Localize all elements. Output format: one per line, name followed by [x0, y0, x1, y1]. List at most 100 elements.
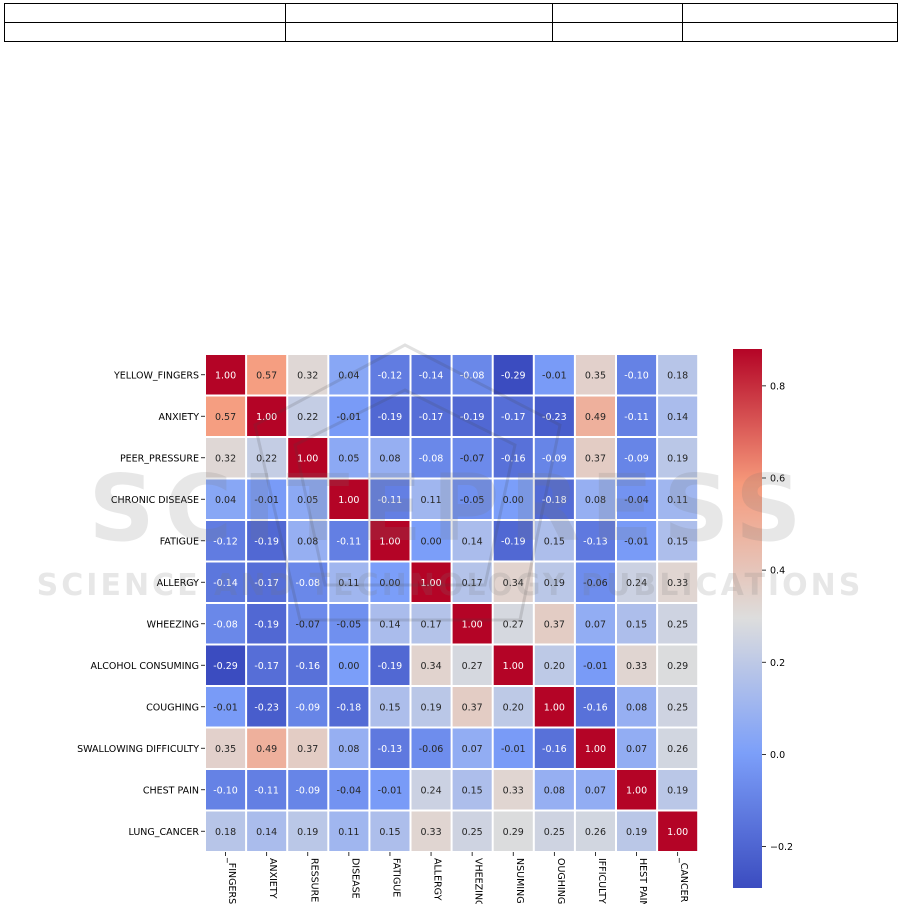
heatmap-cell: [370, 811, 410, 851]
heatmap-cell: [370, 355, 410, 395]
heatmap-cell: [288, 438, 328, 478]
heatmap-cell: [658, 562, 698, 602]
heatmap-cell: [493, 396, 533, 436]
cell-value-label: -0.04: [624, 495, 649, 506]
heatmap-cell: [206, 396, 246, 436]
heatmap-cell: [411, 728, 451, 768]
row-tick-label: LUNG_CANCER: [129, 827, 200, 838]
cell-value-label: -0.11: [254, 785, 279, 796]
cell-value-label: 0.04: [338, 370, 359, 381]
cell-value-label: 1.00: [297, 453, 318, 464]
cell-value-label: 0.19: [667, 785, 688, 796]
cell-value-label: 0.20: [544, 661, 565, 672]
cell-value-label: 1.00: [256, 412, 277, 423]
cell-value-label: 0.34: [503, 578, 524, 589]
heatmap-cell: [452, 811, 492, 851]
cell-value-label: 0.33: [667, 578, 688, 589]
heatmap-cell: [288, 562, 328, 602]
cell-value-label: -0.11: [378, 495, 403, 506]
heatmap-cell: [617, 396, 657, 436]
cell-value-label: 0.05: [297, 495, 318, 506]
cell-value-label: -0.17: [254, 578, 279, 589]
cell-value-label: 0.08: [297, 536, 318, 547]
heatmap-cell: [288, 521, 328, 561]
col-tick-label: FATIGUE: [390, 858, 401, 897]
cell-value-label: 0.00: [503, 495, 524, 506]
heatmap-cell: [329, 770, 369, 810]
cell-value-label: 0.07: [462, 744, 483, 755]
heatmap-cell: [411, 604, 451, 644]
cell-value-label: 0.49: [256, 744, 277, 755]
heatmap-labels: YELLOW_FINGERS ANXIETY PEER_PRESSURE CHRONI…: [77, 370, 689, 904]
cell-value-label: 0.24: [626, 578, 647, 589]
heatmap-cell: [658, 770, 698, 810]
heatmap-cell: [206, 645, 246, 685]
cell-value-label: 0.32: [215, 453, 236, 464]
heatmap-cell: [658, 479, 698, 519]
col-tick-label: NSUMING: [514, 858, 525, 904]
cell-value-label: -0.09: [295, 785, 320, 796]
heatmap-cell: [452, 728, 492, 768]
cell-value-label: 0.27: [503, 619, 524, 630]
col-tick-label: _CANCER: [678, 857, 689, 903]
heatmap-cell: [370, 770, 410, 810]
heatmap-cell: [411, 645, 451, 685]
heatmap-cell: [658, 438, 698, 478]
cell-value-label: 0.37: [585, 453, 606, 464]
cell-value-label: 0.22: [297, 412, 318, 423]
cell-value-label: -0.10: [213, 785, 238, 796]
heatmap-cell: [370, 396, 410, 436]
cell-value-label: 0.37: [297, 744, 318, 755]
heatmap-cell: [370, 604, 410, 644]
heatmap-cell: [658, 396, 698, 436]
cell-value-label: 0.18: [667, 370, 688, 381]
cell-value-label: 1.00: [585, 744, 606, 755]
heatmap-cell: [452, 479, 492, 519]
cell-value-label: -0.01: [213, 702, 238, 713]
cell-value-label: 0.19: [667, 453, 688, 464]
heatmap-cell: [452, 396, 492, 436]
cell-value-label: -0.14: [419, 370, 444, 381]
cell-value-label: 0.57: [215, 412, 236, 423]
col-tick-label: IFFICULTY: [596, 858, 607, 904]
cell-value-label: 0.15: [379, 827, 400, 838]
col-tick-label: ALLERGY: [432, 858, 443, 901]
heatmap-cell: [370, 562, 410, 602]
cell-value-label: 0.07: [585, 619, 606, 630]
cell-value-label: 0.25: [667, 619, 688, 630]
cell-value-label: -0.16: [501, 453, 526, 464]
heatmap-cell: [206, 811, 246, 851]
cell-value-label: -0.09: [624, 453, 649, 464]
heatmap-cell: [288, 811, 328, 851]
heatmap-cell: [411, 396, 451, 436]
heatmap-cells: 1.00 0.57 0.32 0.04 -0.12 -0.14 -0.08 -0.29 -0.0…: [206, 355, 698, 851]
heatmap-cell: [534, 521, 574, 561]
colorbar-tick-label: −0.2: [770, 842, 793, 853]
cell-value-label: -0.13: [583, 536, 608, 547]
cell-value-label: 0.11: [667, 495, 688, 506]
heatmap-cell: [452, 562, 492, 602]
cell-value-label: 1.00: [420, 578, 441, 589]
heatmap-cell: [329, 562, 369, 602]
cell-value-label: -0.19: [254, 619, 279, 630]
heatmap-cell: [575, 811, 615, 851]
cell-value-label: -0.17: [254, 661, 279, 672]
heatmap-cell: [247, 645, 287, 685]
heatmap-cell: [534, 645, 574, 685]
heatmap-cell: [370, 438, 410, 478]
heatmap-cell: [411, 811, 451, 851]
col-tick-label: HEST PAIN: [637, 858, 648, 904]
cell-value-label: -0.01: [501, 744, 526, 755]
colorbar: −0.2 0.0 0.2 0.4 0.6 0.8: [733, 349, 793, 888]
heatmap-cell: [206, 728, 246, 768]
heatmap-cell: [411, 438, 451, 478]
cell-value-label: -0.16: [542, 744, 567, 755]
heatmap-cell: [534, 770, 574, 810]
cell-value-label: 0.32: [297, 370, 318, 381]
heatmap-cell: [452, 604, 492, 644]
heatmap-cell: [288, 479, 328, 519]
heatmap-cell: [288, 770, 328, 810]
row-tick-label: FATIGUE: [160, 536, 199, 547]
cell-value-label: -0.11: [337, 536, 362, 547]
